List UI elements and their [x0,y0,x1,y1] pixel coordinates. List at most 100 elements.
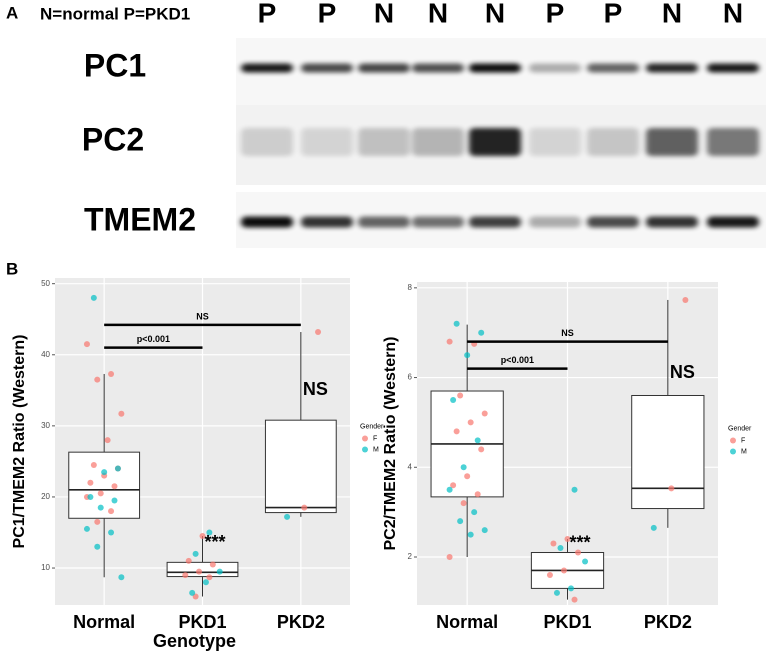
data-point [467,531,474,538]
data-point [460,464,467,471]
data-point [668,485,675,492]
data-point [189,589,196,596]
data-point [94,543,101,550]
y-tick-label: 8 [408,283,413,292]
band [646,216,698,228]
legend-swatch [730,437,736,444]
significance-label: NS [196,311,209,321]
data-point [315,329,322,336]
y-tick-label: 10 [41,563,50,572]
lane-label: N [374,0,394,28]
data-point [108,508,115,515]
x-axis-label: Genotype [153,631,236,651]
band [529,128,581,156]
x-tick-label: Normal [436,612,498,632]
data-point [453,428,460,435]
data-point [557,545,564,552]
band [412,63,464,73]
band [587,216,639,228]
band [358,216,410,228]
lane-label: N [723,0,743,28]
band [529,63,581,73]
data-point [446,553,453,560]
y-axis-label: PC1/TMEM2 Ratio (Western) [11,335,28,549]
x-tick-label: PKD2 [644,612,692,632]
data-point [97,490,104,497]
blot-legend: N=normal P=PKD1 [40,4,190,23]
data-point [94,376,101,383]
y-tick-label: 30 [41,421,50,430]
data-point [111,483,118,490]
y-tick-label: 4 [408,462,413,471]
data-point [650,524,657,531]
data-point [564,536,571,543]
x-tick-label: Normal [73,612,135,632]
lane-label: P [258,0,277,28]
band [646,63,698,73]
data-point [83,341,90,348]
lane-label: P [604,0,623,28]
significance-label: p<0.001 [501,355,534,365]
lane-label: N [485,0,505,28]
data-point [460,500,467,507]
data-point [87,493,94,500]
y-axis-label: PC2/TMEM2 Ratio (Western) [382,337,399,551]
data-point [118,574,125,581]
significance-mark: *** [570,532,591,552]
y-tick-label: 20 [41,492,50,501]
data-point [550,540,557,547]
data-point [301,504,308,511]
data-point [90,461,97,468]
data-point [464,352,471,359]
data-point [474,437,481,444]
band [529,216,581,228]
band [301,128,353,156]
data-point [202,579,209,586]
box [264,419,337,514]
data-point [467,419,474,426]
data-point [582,558,589,565]
x-tick-label: PKD1 [178,612,226,632]
data-point [450,482,457,489]
lane-label: P [318,0,337,28]
data-point [575,549,582,556]
data-point [196,568,203,575]
row-label: TMEM2 [84,201,196,237]
data-point [108,370,115,377]
data-point [571,486,578,493]
data-point [560,567,567,574]
data-point [192,550,199,557]
data-point [216,568,223,575]
data-point [104,437,111,444]
legend-swatch [362,435,368,442]
band [241,128,293,156]
box [68,451,141,519]
significance-label: p<0.001 [137,334,170,344]
legend-label: M [741,448,747,455]
band [358,128,410,156]
legend-swatch [362,446,368,453]
significance-label: NS [561,328,574,338]
band [358,63,410,73]
y-tick-label: 6 [408,373,413,382]
box [631,394,705,510]
significance-mark: NS [303,379,328,399]
data-point [682,296,689,303]
data-point [185,557,192,564]
band [707,128,759,156]
band [412,216,464,228]
data-point [182,572,189,579]
band [469,128,521,156]
data-point [478,329,485,336]
data-point [209,561,216,568]
data-point [478,446,485,453]
band [469,216,521,228]
data-point [568,585,575,592]
data-point [546,571,553,578]
legend-swatch [730,448,736,455]
band [241,63,293,73]
row-label: PC1 [84,47,146,83]
data-point [284,513,291,520]
band [412,128,464,156]
significance-mark: NS [670,362,695,382]
